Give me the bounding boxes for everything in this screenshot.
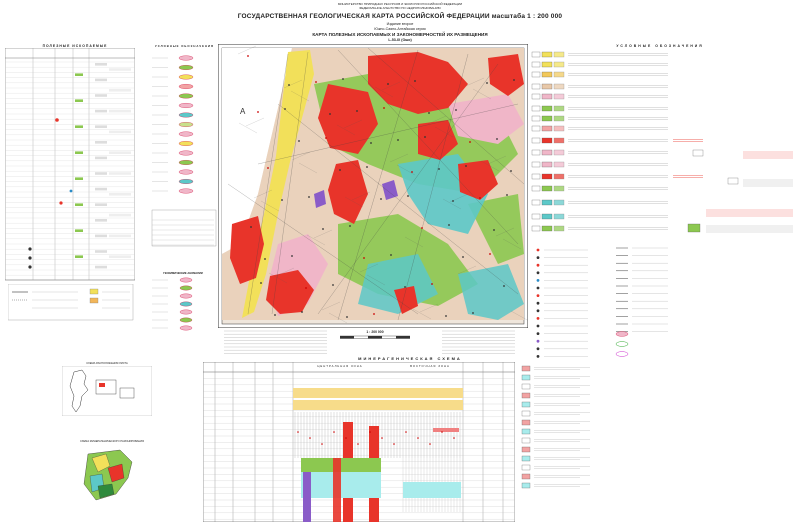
right-legend-title: УСЛОВНЫЕ ОБОЗНАЧЕНИЯ — [616, 44, 704, 48]
map-notes-right — [442, 330, 515, 354]
minerageny-scheme — [203, 362, 515, 522]
bottom-right-legend — [521, 365, 590, 489]
inset-top-title: СХЕМА РАСПОЛОЖЕНИЯ ЛИСТА — [86, 362, 128, 365]
scale-label: 1 : 200 000 — [366, 330, 384, 334]
middle-legend-title: УСЛОВНЫЕ ОБОЗНАЧЕНИЯ — [154, 44, 215, 48]
middle-legend-swatches — [151, 55, 217, 331]
series-label: Южно-Саяно-Алтайская серия — [374, 27, 426, 31]
minerals-table-title: ПОЛЕЗНЫЕ ИСКОПАЕМЫЕ — [42, 44, 108, 48]
minerals-table: ПОЛЕЗНЫЕ ИСКОПАЕМЫЕ — [5, 44, 135, 284]
middle-legend: УСЛОВНЫЕ ОБОЗНАЧЕНИЯ — [152, 44, 217, 48]
right-legend — [531, 51, 793, 358]
inset-bottom-title: СХЕМА МИНЕРАГЕНИЧЕСКОГО РАЙОНИРОВАНИЯ — [80, 440, 144, 443]
scale-bar — [340, 335, 410, 339]
minerageny-title: МИНЕРАГЕНИЧЕСКАЯ СХЕМА — [358, 356, 462, 361]
geological-map[interactable]: A — [218, 44, 528, 328]
map-notes-left — [224, 330, 327, 354]
geochem-title: ГЕОХИМИЧЕСКИЕ АНОМАЛИИ — [163, 272, 203, 275]
inset-zoning-map — [83, 449, 133, 501]
minerals-table-grid — [5, 48, 135, 281]
map-subtitle: КАРТА ПОЛЕЗНЫХ ИСКОПАЕМЫХ И ЗАКОНОМЕРНОС… — [312, 32, 488, 37]
zone-eastern: ВОСТОЧНАЯ ЗОНА — [410, 364, 450, 368]
inset-location-map — [62, 366, 152, 416]
sheet-number: L-53-IX (Оши) — [388, 38, 412, 42]
map-title-main: ГОСУДАРСТВЕННАЯ ГЕОЛОГИЧЕСКАЯ КАРТА РОСС… — [237, 13, 563, 20]
ministry-line-1: МИНИСТЕРСТВО ПРИРОДНЫХ РЕСУРСОВ И ЭКОЛОГ… — [337, 2, 463, 6]
svg-text:A: A — [240, 107, 246, 116]
zone-central: ЦЕНТРАЛЬНАЯ ЗОНА — [317, 364, 363, 368]
ministry-line-2: ФЕДЕРАЛЬНОЕ АГЕНТСТВО ПО НЕДРОПОЛЬЗОВАНИ… — [359, 6, 441, 10]
edition-label: Издание второе — [386, 22, 414, 26]
left-small-legend — [8, 284, 134, 321]
